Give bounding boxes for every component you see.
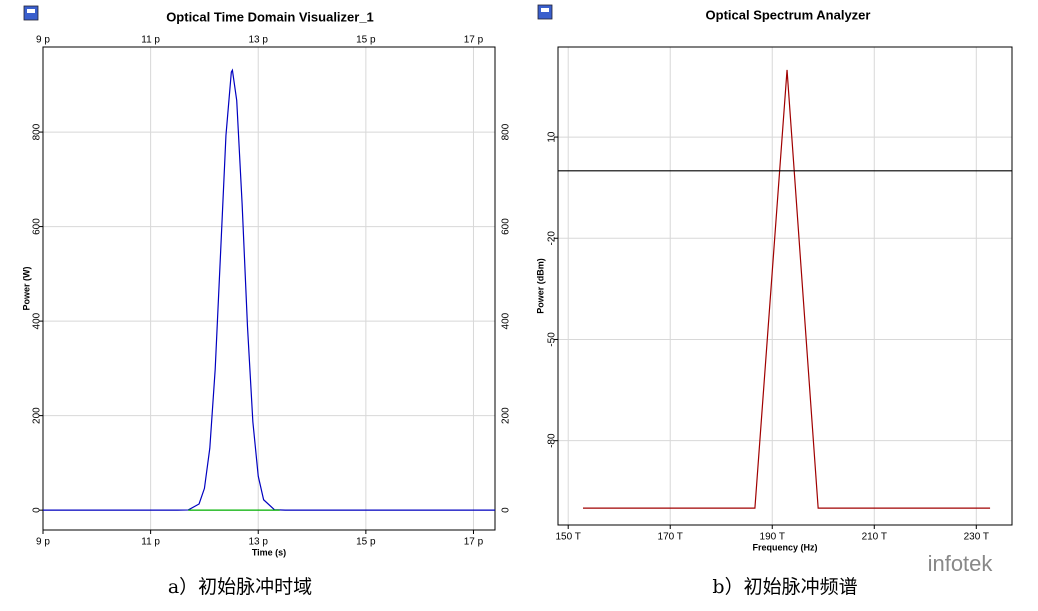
x-tick-label: 210 T bbox=[862, 532, 887, 543]
plot-area bbox=[43, 47, 495, 530]
y-tick-label-right: 200 bbox=[501, 407, 512, 424]
y-tick-label-right: 800 bbox=[501, 123, 512, 140]
caption: b）初始脉冲频谱 bbox=[712, 576, 857, 598]
x-tick-label: 190 T bbox=[760, 532, 785, 543]
y-tick-label: 200 bbox=[32, 407, 43, 424]
x-tick-label: 13 p bbox=[249, 537, 269, 548]
y-tick-label: 800 bbox=[32, 123, 43, 140]
y-tick-label: -20 bbox=[547, 231, 558, 246]
x-axis-label: Time (s) bbox=[252, 547, 286, 557]
plot-area bbox=[558, 47, 1012, 525]
y-tick-label-right: 400 bbox=[501, 312, 512, 329]
y-axis-label: Power (W) bbox=[21, 266, 31, 310]
y-tick-label: -50 bbox=[547, 332, 558, 347]
plot-frame bbox=[557, 46, 1013, 526]
watermark: infotek bbox=[928, 551, 994, 576]
series-line bbox=[43, 68, 495, 511]
series-line bbox=[582, 69, 991, 509]
chart-title: Optical Time Domain Visualizer_1 bbox=[166, 9, 374, 24]
y-tick-label: 400 bbox=[32, 312, 43, 329]
x-tick-label: 170 T bbox=[658, 532, 683, 543]
x-axis-label: Frequency (Hz) bbox=[752, 542, 817, 552]
x-tick-label-top: 9 p bbox=[36, 35, 50, 46]
x-tick-label: 11 p bbox=[141, 537, 160, 548]
y-tick-label-right: 0 bbox=[501, 507, 512, 513]
x-tick-label: 150 T bbox=[556, 532, 581, 543]
y-tick-label: 0 bbox=[32, 507, 43, 513]
y-tick-label-right: 600 bbox=[501, 218, 512, 235]
chart-title: Optical Spectrum Analyzer bbox=[706, 7, 871, 22]
x-tick-label-top: 13 p bbox=[249, 35, 269, 46]
y-tick-label: 10 bbox=[547, 131, 558, 143]
x-tick-label: 17 p bbox=[464, 537, 484, 548]
x-tick-label-top: 17 p bbox=[464, 35, 484, 46]
x-tick-label: 9 p bbox=[36, 537, 50, 548]
y-axis-label: Power (dBm) bbox=[535, 258, 545, 314]
y-tick-label: -80 bbox=[547, 433, 558, 448]
caption: a）初始脉冲时域 bbox=[168, 576, 312, 598]
y-tick-label: 600 bbox=[32, 218, 43, 235]
x-tick-label-top: 15 p bbox=[356, 35, 376, 46]
x-tick-label: 230 T bbox=[964, 532, 989, 543]
x-tick-label-top: 11 p bbox=[141, 35, 160, 46]
plot-frame bbox=[42, 46, 496, 531]
x-tick-label: 15 p bbox=[356, 537, 376, 548]
window-icon bbox=[23, 4, 553, 21]
